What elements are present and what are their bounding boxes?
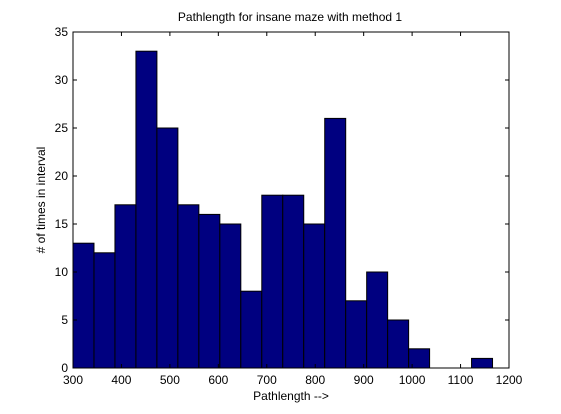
histogram-bar [93,252,116,369]
histogram-bar [471,357,494,369]
histogram-bar [135,50,158,369]
plot-frame [72,31,510,369]
x-axis-label: Pathlength --> [253,389,329,403]
histogram-bar [387,319,410,369]
histogram-bar [261,194,284,369]
histogram-bar [366,271,389,369]
histogram-bar [240,290,263,369]
histogram-bar [114,204,137,369]
x-tick-label: 700 [257,373,277,387]
y-tick-label: 25 [55,121,69,135]
x-tick-label: 600 [208,373,228,387]
histogram-bar [324,117,347,369]
bars-layer [72,50,494,369]
x-tick-label: 1000 [399,373,426,387]
histogram-bar [303,223,326,369]
y-tick-label: 10 [55,265,69,279]
x-tick-label: 400 [111,373,131,387]
y-tick-label: 5 [61,313,68,327]
histogram-bar [345,300,368,369]
histogram-bar [156,127,179,369]
histogram-bar [219,223,242,369]
x-tick-label: 1100 [448,373,474,387]
histogram-bar [177,204,200,369]
x-tick-label: 1200 [496,373,523,387]
x-tick-label: 800 [305,373,325,387]
x-tick-label: 300 [63,373,83,387]
x-tick-label: 900 [354,373,374,387]
chart-title: Pathlength for insane maze with method 1 [178,10,402,24]
y-tick-label: 0 [61,361,68,375]
y-tick-label: 20 [55,169,69,183]
histogram-bar [72,242,95,369]
y-tick-label: 15 [55,217,69,231]
histogram-bar [198,213,221,369]
y-axis-label: # of times in interval [34,147,48,254]
y-tick-label: 30 [55,73,69,87]
x-tick-label: 500 [160,373,180,387]
y-tick-label: 35 [55,25,69,39]
histogram-bar [282,194,305,369]
